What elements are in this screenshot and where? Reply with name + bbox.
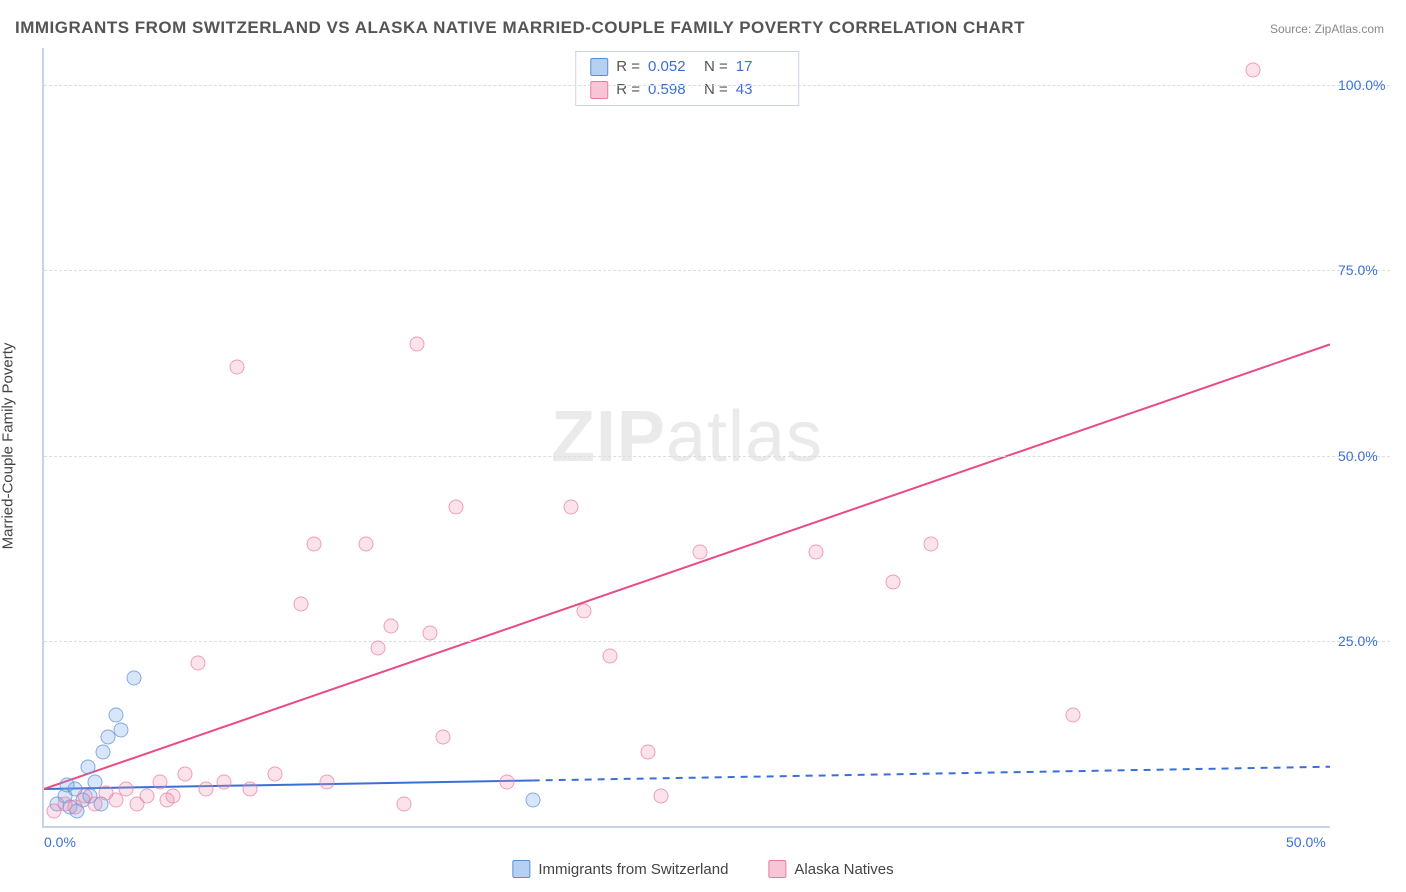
data-point: [160, 793, 175, 808]
y-axis-label: Married-Couple Family Poverty: [0, 343, 17, 550]
data-point: [268, 767, 283, 782]
data-point: [525, 793, 540, 808]
gridline: [44, 456, 1390, 457]
data-point: [139, 789, 154, 804]
data-point: [242, 781, 257, 796]
data-point: [358, 537, 373, 552]
stat-n-blue: 17: [736, 56, 784, 79]
data-point: [654, 789, 669, 804]
legend-swatch-pink-icon: [768, 860, 786, 878]
data-point: [199, 781, 214, 796]
trend-solid: [44, 344, 1330, 789]
trend-dashed: [533, 767, 1330, 781]
legend-swatch-blue-icon: [512, 860, 530, 878]
plot-area: ZIPatlas R = 0.052 N = 17 R = 0.598 N = …: [42, 48, 1330, 828]
data-point: [217, 774, 232, 789]
legend-item-blue: Immigrants from Switzerland: [512, 860, 728, 878]
x-tick-label: 50.0%: [1286, 834, 1326, 850]
legend-item-pink: Alaska Natives: [768, 860, 893, 878]
data-point: [178, 767, 193, 782]
data-point: [119, 781, 134, 796]
data-point: [885, 574, 900, 589]
data-point: [114, 722, 129, 737]
chart-source: Source: ZipAtlas.com: [1270, 22, 1384, 36]
data-point: [60, 778, 75, 793]
y-tick-label: 75.0%: [1338, 262, 1394, 278]
data-point: [692, 544, 707, 559]
watermark-zip: ZIP: [551, 397, 666, 477]
bottom-legend: Immigrants from Switzerland Alaska Nativ…: [512, 860, 893, 878]
data-point: [371, 641, 386, 656]
data-point: [564, 500, 579, 515]
data-point: [577, 604, 592, 619]
watermark: ZIPatlas: [551, 396, 823, 478]
data-point: [152, 774, 167, 789]
data-point: [448, 500, 463, 515]
data-point: [397, 796, 412, 811]
data-point: [808, 544, 823, 559]
stats-row-blue: R = 0.052 N = 17: [590, 56, 784, 79]
data-point: [924, 537, 939, 552]
data-point: [127, 670, 142, 685]
data-point: [641, 744, 656, 759]
stats-legend: R = 0.052 N = 17 R = 0.598 N = 43: [575, 51, 799, 106]
legend-label-blue: Immigrants from Switzerland: [538, 861, 728, 878]
swatch-blue-icon: [590, 58, 608, 76]
data-point: [1245, 63, 1260, 78]
x-tick-label: 0.0%: [44, 834, 76, 850]
stat-r-pink: 0.598: [648, 79, 696, 102]
data-point: [307, 537, 322, 552]
gridline: [44, 270, 1390, 271]
watermark-atlas: atlas: [666, 397, 823, 477]
data-point: [319, 774, 334, 789]
gridline: [44, 641, 1390, 642]
data-point: [229, 359, 244, 374]
data-point: [80, 759, 95, 774]
chart-title: IMMIGRANTS FROM SWITZERLAND VS ALASKA NA…: [15, 18, 1025, 38]
trend-solid: [44, 781, 533, 789]
swatch-pink-icon: [590, 81, 608, 99]
stat-r-label: R =: [616, 56, 640, 79]
data-point: [191, 656, 206, 671]
stat-r-blue: 0.052: [648, 56, 696, 79]
stat-r-label2: R =: [616, 79, 640, 102]
data-point: [602, 648, 617, 663]
data-point: [1065, 707, 1080, 722]
data-point: [384, 618, 399, 633]
stat-n-label: N =: [704, 56, 728, 79]
data-point: [294, 596, 309, 611]
trendlines: [44, 48, 1330, 826]
data-point: [422, 626, 437, 641]
data-point: [499, 774, 514, 789]
data-point: [409, 337, 424, 352]
data-point: [109, 707, 124, 722]
legend-label-pink: Alaska Natives: [794, 861, 893, 878]
gridline: [44, 85, 1390, 86]
y-tick-label: 50.0%: [1338, 448, 1394, 464]
stat-n-pink: 43: [736, 79, 784, 102]
stats-row-pink: R = 0.598 N = 43: [590, 79, 784, 102]
y-tick-label: 100.0%: [1338, 77, 1394, 93]
stat-n-label2: N =: [704, 79, 728, 102]
y-tick-label: 25.0%: [1338, 633, 1394, 649]
data-point: [96, 744, 111, 759]
data-point: [435, 730, 450, 745]
